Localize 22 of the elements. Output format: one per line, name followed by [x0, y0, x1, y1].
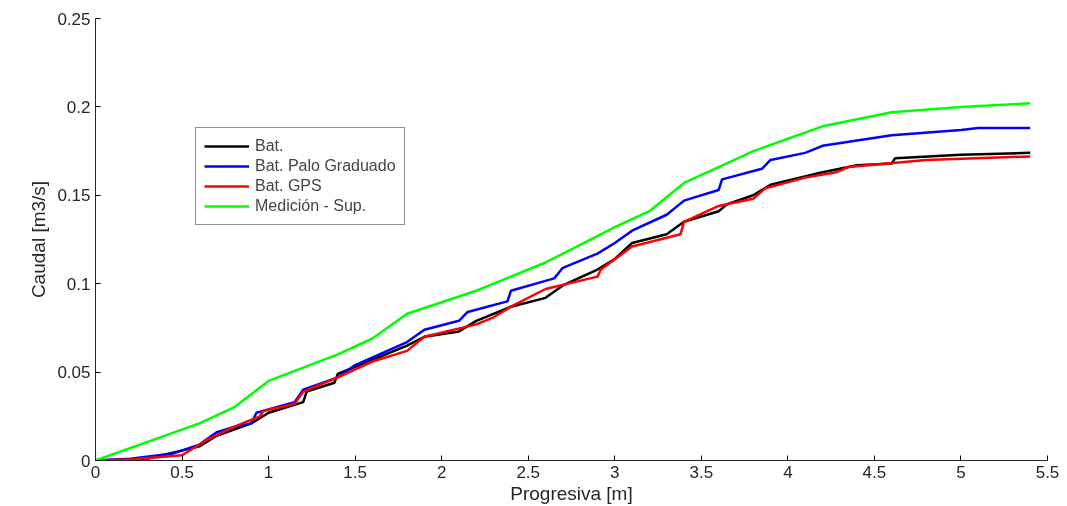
y-axis-title: Caudal [m3/s]	[28, 180, 50, 299]
legend-label: Bat. Palo Graduado	[255, 157, 396, 175]
legend-label: Bat.	[255, 137, 284, 155]
x-axis-title: Progresiva [m]	[510, 482, 633, 504]
y-tick-label: 0.05	[57, 363, 91, 383]
legend-label: Medición - Sup.	[255, 197, 367, 215]
x-tick-label: 4	[783, 462, 793, 482]
legend-label: Bat. GPS	[255, 177, 322, 195]
x-tick-label: 3.5	[689, 462, 714, 482]
x-tick-label: 2	[436, 462, 447, 482]
x-tick-label: 2.5	[516, 462, 541, 482]
y-tick-label: 0.2	[66, 97, 91, 117]
x-tick-label: 5	[956, 462, 966, 482]
x-tick-label: 1	[263, 462, 274, 482]
x-tick-label: 4.5	[862, 462, 887, 482]
x-tick-label: 0.5	[170, 462, 194, 482]
y-tick-label: 0.1	[66, 274, 91, 294]
y-tick-label: 0.25	[57, 9, 91, 29]
x-tick-label: 1.5	[343, 462, 367, 482]
x-tick-label: 5.5	[1035, 462, 1060, 482]
y-tick-label: 0.15	[57, 186, 91, 206]
x-tick-label: 3	[610, 462, 620, 482]
